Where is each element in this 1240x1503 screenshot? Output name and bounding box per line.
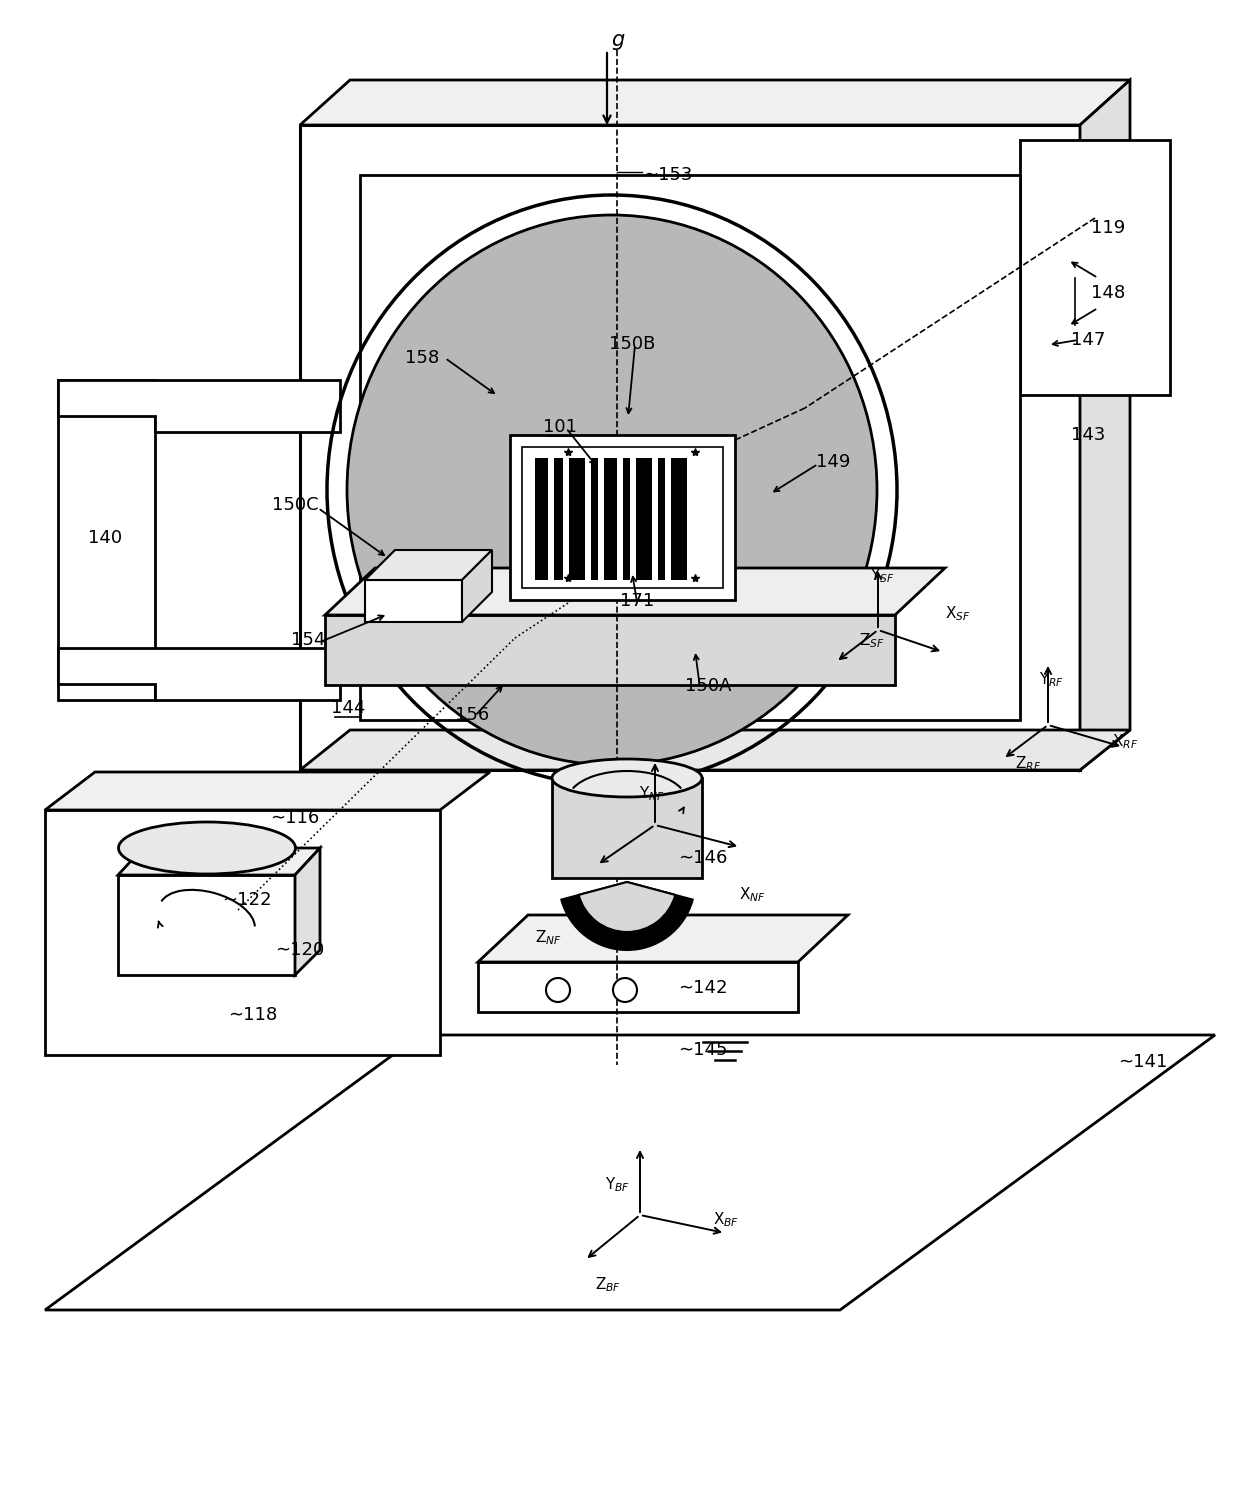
Polygon shape — [325, 568, 945, 615]
Text: ∼122: ∼122 — [222, 891, 272, 909]
Polygon shape — [622, 458, 630, 580]
Text: Z$_{RF}$: Z$_{RF}$ — [1014, 755, 1042, 774]
Polygon shape — [522, 446, 723, 588]
Polygon shape — [552, 779, 702, 878]
Text: ∼146: ∼146 — [678, 849, 728, 867]
Polygon shape — [295, 848, 320, 975]
Polygon shape — [45, 810, 440, 1055]
Polygon shape — [58, 380, 155, 700]
Text: Z$_{SF}$: Z$_{SF}$ — [859, 631, 885, 651]
Polygon shape — [554, 458, 563, 580]
Polygon shape — [510, 434, 735, 600]
Text: Y$_{NF}$: Y$_{NF}$ — [639, 785, 665, 803]
Polygon shape — [300, 730, 1130, 770]
Text: 158: 158 — [405, 349, 439, 367]
Text: ∼145: ∼145 — [678, 1042, 728, 1060]
Polygon shape — [477, 962, 799, 1012]
Text: 149: 149 — [816, 452, 851, 470]
Text: 150C: 150C — [272, 496, 319, 514]
Polygon shape — [534, 458, 548, 580]
Text: Y$_{RF}$: Y$_{RF}$ — [1039, 670, 1065, 690]
Polygon shape — [360, 174, 1021, 720]
Wedge shape — [579, 882, 676, 932]
Polygon shape — [365, 580, 463, 622]
Polygon shape — [591, 458, 598, 580]
Text: 171: 171 — [620, 592, 655, 610]
Text: X$_{BF}$: X$_{BF}$ — [713, 1210, 739, 1229]
Text: ∼116: ∼116 — [270, 809, 319, 827]
Polygon shape — [45, 1036, 1215, 1311]
Polygon shape — [671, 458, 687, 580]
Text: 150B: 150B — [609, 335, 655, 353]
Text: 156: 156 — [455, 706, 489, 724]
Text: g: g — [611, 30, 625, 50]
Polygon shape — [1021, 140, 1171, 395]
Text: 101: 101 — [543, 418, 577, 436]
Text: X$_{SF}$: X$_{SF}$ — [945, 604, 971, 624]
Polygon shape — [45, 773, 490, 810]
Text: 140: 140 — [88, 529, 122, 547]
Text: 147: 147 — [1071, 331, 1105, 349]
Wedge shape — [562, 882, 693, 950]
Ellipse shape — [552, 759, 702, 797]
Polygon shape — [300, 125, 1080, 770]
Text: X$_{NF}$: X$_{NF}$ — [739, 885, 765, 905]
Polygon shape — [1080, 80, 1130, 770]
Text: ∼118: ∼118 — [228, 1006, 278, 1024]
Text: 154: 154 — [291, 631, 325, 649]
Text: Y$_{SF}$: Y$_{SF}$ — [869, 567, 894, 585]
Text: 144: 144 — [331, 699, 366, 717]
Polygon shape — [604, 458, 618, 580]
Ellipse shape — [119, 822, 295, 875]
Polygon shape — [300, 80, 1130, 125]
Text: X$_{RF}$: X$_{RF}$ — [1112, 732, 1138, 752]
Text: ∼141: ∼141 — [1118, 1054, 1167, 1072]
Polygon shape — [118, 848, 320, 875]
Ellipse shape — [347, 215, 877, 765]
Text: ∼142: ∼142 — [678, 978, 728, 996]
Text: ∼153: ∼153 — [644, 165, 692, 183]
Polygon shape — [636, 458, 652, 580]
Text: 148: 148 — [1091, 284, 1125, 302]
Polygon shape — [325, 615, 895, 685]
Polygon shape — [463, 550, 492, 622]
Text: 143: 143 — [1071, 425, 1105, 443]
Polygon shape — [658, 458, 665, 580]
Polygon shape — [58, 380, 340, 431]
Polygon shape — [118, 875, 295, 975]
Text: 119: 119 — [1091, 219, 1125, 237]
Text: Y$_{BF}$: Y$_{BF}$ — [605, 1175, 631, 1195]
Polygon shape — [58, 648, 340, 700]
Text: 150A: 150A — [684, 676, 732, 694]
Circle shape — [613, 978, 637, 1003]
Circle shape — [546, 978, 570, 1003]
Text: Z$_{NF}$: Z$_{NF}$ — [534, 929, 562, 947]
Polygon shape — [569, 458, 585, 580]
Text: ∼120: ∼120 — [275, 941, 324, 959]
Polygon shape — [477, 915, 848, 962]
Text: Z$_{BF}$: Z$_{BF}$ — [595, 1276, 621, 1294]
Polygon shape — [365, 550, 492, 580]
